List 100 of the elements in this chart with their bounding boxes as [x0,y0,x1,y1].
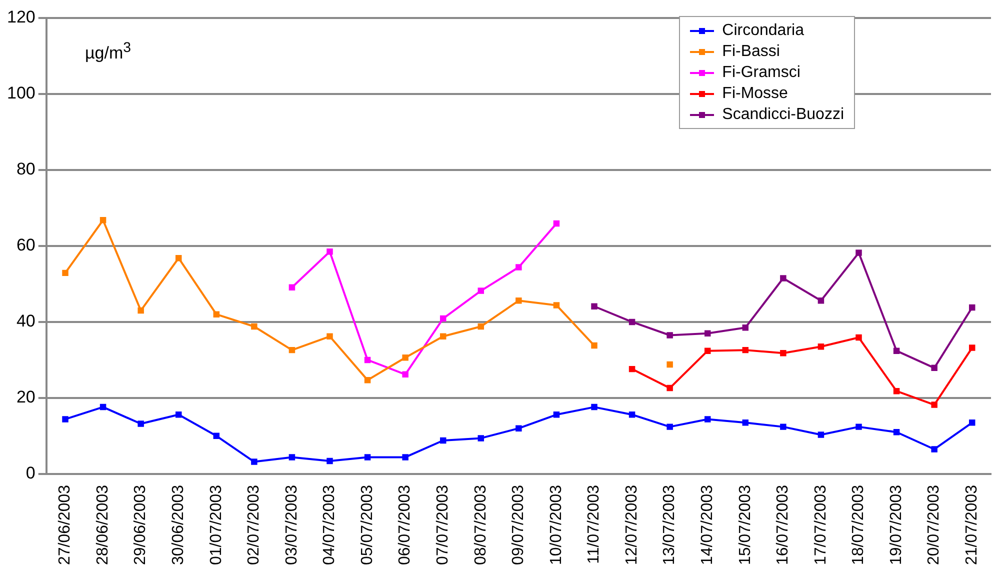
x-tick-label: 12/07/2003 [623,484,640,565]
point [213,311,220,318]
x-tick-label: 27/06/2003 [56,484,74,565]
point [704,416,711,422]
legend-label: Circondaria [722,21,804,41]
point [818,432,824,438]
point [516,298,522,304]
legend-label: Fi-Mosse [722,84,788,104]
point [591,404,598,410]
point [666,361,673,368]
point [893,348,900,354]
point [553,302,560,308]
x-tick-label: 04/07/2003 [321,484,338,565]
y-tick-label: 20 [16,388,36,407]
y-tick-label: 100 [6,84,36,103]
point [402,454,408,460]
point [628,366,636,372]
x-tick-label: 30/06/2003 [170,484,188,565]
point [818,298,824,304]
x-tick-label: 17/07/2003 [812,484,830,565]
point [553,412,560,418]
point [704,330,711,336]
point [364,454,371,460]
point [704,348,711,354]
point [893,429,900,436]
point [591,342,598,349]
x-tick-label: 18/07/2003 [850,484,868,565]
x-tick-label: 15/07/2003 [736,484,754,565]
x-tick-label: 21/07/2003 [964,484,981,565]
x-tick-label: 01/07/2003 [208,484,225,565]
x-tick-label: 14/07/2003 [699,484,716,565]
x-tick-label: 10/07/2003 [548,484,565,565]
point [893,388,900,394]
point [666,424,673,430]
x-tick-label: 20/07/2003 [926,484,943,565]
point [62,270,68,276]
point [364,356,371,364]
point [591,303,598,310]
point [931,446,938,452]
point [968,420,976,426]
point [856,334,862,341]
point [780,275,786,282]
point [440,315,446,322]
point [402,354,408,361]
point [968,344,976,351]
point [251,458,258,465]
point [364,376,371,384]
point [742,420,749,426]
x-tick-label: 07/07/2003 [434,484,452,565]
point [968,304,976,311]
point [516,425,522,432]
point [175,412,182,418]
point [780,424,786,430]
y-tick-label: 60 [16,236,36,255]
point [138,420,144,427]
point [288,346,296,354]
point [138,307,144,314]
point [326,458,333,464]
point [553,220,560,227]
point [62,416,68,422]
point [478,435,484,442]
legend-label: Fi-Gramsci [722,63,800,83]
y-tick-label: 0 [26,464,36,483]
legend-label: Scandicci-Buozzi [722,105,844,125]
point [931,364,938,372]
point [742,324,749,331]
point [628,412,636,418]
point [100,404,106,410]
point [742,346,749,354]
point [213,432,220,440]
x-tick-label: 13/07/2003 [661,484,678,565]
point [251,323,258,330]
point [856,424,862,430]
point [666,384,673,392]
point [402,371,408,378]
point [440,437,446,444]
y-tick-label: 120 [6,8,36,27]
y-tick-label: 80 [16,160,36,179]
y-tick-label: 40 [16,312,36,331]
point [931,402,938,408]
x-tick-label: 11/07/2003 [586,484,603,564]
point [478,288,484,294]
x-tick-label: 29/06/2003 [132,484,150,565]
x-tick-label: 02/07/2003 [246,484,263,565]
point [818,344,824,350]
y-axis-title: µg/m$^{3}$ [85,40,132,64]
legend-label: Fi-Bassi [722,42,780,62]
point [175,255,182,262]
x-tick-label: 06/07/2003 [396,484,414,565]
x-tick-label: 19/07/2003 [888,484,905,565]
point [628,318,636,326]
point [326,248,333,255]
x-tick-label: 16/07/2003 [774,484,792,565]
point [856,250,862,256]
point [288,454,296,460]
point [288,284,296,290]
point [100,217,106,224]
point [780,350,786,356]
point [478,323,484,330]
point [440,333,446,340]
